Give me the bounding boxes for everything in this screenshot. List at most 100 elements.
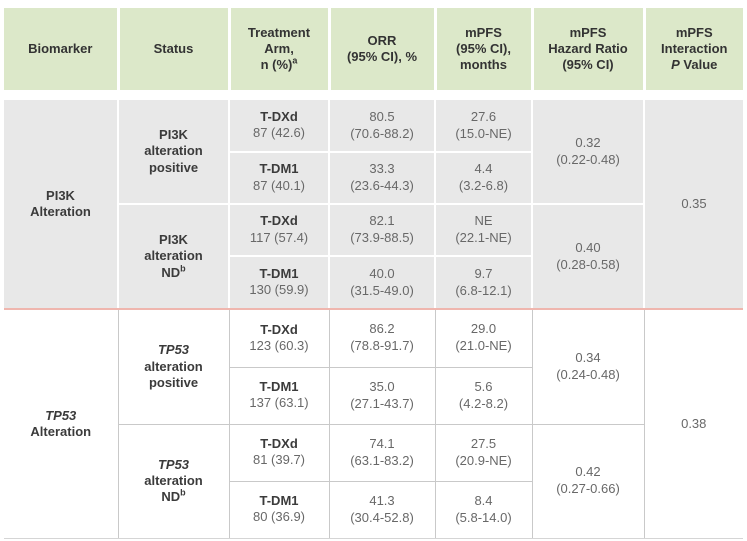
hazard-ratio-cell: 0.34 (0.24-0.48): [531, 309, 645, 425]
arm-n: 80 (36.9): [252, 509, 306, 525]
biomarker-gene: PI3K: [46, 187, 75, 203]
mpfs-value: 9.7: [474, 265, 493, 281]
treatment-arm-cell: T-DM1 137 (63.1): [228, 366, 330, 425]
orr-value: 86.2: [369, 321, 395, 337]
biomarker-word: Alteration: [30, 204, 91, 219]
treatment-arm-cell: T-DXd 81 (39.7): [228, 423, 330, 482]
header-cell-orr: ORR (95% CI), %: [327, 6, 437, 92]
table-row: TP53 alteration NDb T-DXd 81 (39.7) 74.1…: [4, 423, 743, 539]
mpfs-ci: (22.1-NE): [455, 230, 512, 245]
status-text: alteration positive: [144, 358, 203, 390]
status-nd-line: NDb: [121, 489, 227, 505]
hazard-ratio-cell: 0.40 (0.28-0.58): [531, 203, 645, 309]
mpfs-value: 4.4: [474, 161, 493, 177]
biomarker-word: Alteration: [30, 424, 92, 439]
interaction-p-value: 0.38: [681, 415, 707, 431]
mpfs-ci: (15.0-NE): [455, 125, 512, 141]
header-cell-mpfs: mPFS (95% CI), months: [433, 6, 534, 92]
table-row: T-DM1 87 (40.1) 33.3 (23.6-44.3) 4.4 (3.…: [4, 151, 743, 205]
hr-value: 0.42: [575, 464, 601, 480]
footnote-marker-b: b: [180, 263, 186, 274]
arm-label: T-DXd: [260, 321, 298, 337]
table-bottom-border: [4, 538, 743, 539]
orr-value: 80.5: [369, 108, 395, 124]
header-cell-treatment-arm: Treatment Arm, n (%)a: [227, 6, 331, 92]
footnote-marker-b: b: [180, 488, 186, 499]
mpfs-value: 8.4: [474, 492, 493, 508]
hazard-ratio-cell: 0.42 (0.27-0.66): [531, 423, 645, 539]
hr-value: 0.32: [575, 134, 601, 150]
status-text: alteration positive: [144, 143, 203, 175]
mpfs-cell: 4.4 (3.2-6.8): [434, 151, 533, 205]
orr-cell: 86.2 (78.8-91.7): [328, 309, 436, 368]
mpfs-ci: (4.2-8.2): [458, 395, 509, 411]
mpfs-cell: 8.4 (5.8-14.0): [434, 480, 533, 539]
arm-label: T-DM1: [259, 493, 299, 509]
orr-ci: (30.4-52.8): [350, 509, 414, 525]
table-row: PI3K alteration NDb T-DXd 117 (57.4) 82.…: [4, 203, 743, 309]
treatment-arm-cell: T-DXd 123 (60.3): [228, 309, 330, 368]
mpfs-cell: 9.7 (6.8-12.1): [434, 255, 533, 309]
biomarker-cell-tp53: TP53 Alteration: [3, 309, 119, 539]
orr-ci: (23.6-44.3): [350, 178, 414, 193]
mpfs-ci: (21.0-NE): [455, 338, 512, 354]
footnote-marker-a: a: [292, 55, 298, 66]
mpfs-value: NE: [474, 213, 493, 229]
status-cell-tp53-positive: TP53 alteration positive: [117, 309, 230, 425]
mpfs-cell: 27.6 (15.0-NE): [434, 99, 533, 153]
arm-label: T-DM1: [259, 378, 299, 394]
table-row: T-DM1 80 (36.9) 41.3 (30.4-52.8) 8.4 (5.…: [4, 480, 743, 539]
orr-cell: 40.0 (31.5-49.0): [328, 255, 436, 309]
header-treatment-text: Treatment Arm, n (%): [247, 25, 311, 72]
mpfs-cell: 5.6 (4.2-8.2): [434, 366, 533, 425]
mpfs-cell: 29.0 (21.0-NE): [434, 309, 533, 368]
hr-ci: (0.27-0.66): [556, 481, 620, 497]
arm-label: T-DXd: [260, 108, 298, 124]
header-pvalue-rest: Value: [679, 56, 718, 72]
header-cell-status: Status: [116, 6, 231, 92]
mpfs-value: 27.5: [470, 435, 497, 451]
mpfs-ci: (6.8-12.1): [455, 282, 512, 298]
p-value-cell: 0.35: [643, 99, 744, 309]
status-gene: PI3K: [159, 232, 188, 248]
mpfs-value: 29.0: [470, 321, 497, 337]
mpfs-value: 27.6: [470, 108, 497, 124]
status-gene: TP53: [157, 342, 190, 358]
arm-label: T-DXd: [260, 213, 298, 229]
arm-n: 87 (40.1): [252, 177, 306, 193]
orr-cell: 35.0 (27.1-43.7): [328, 366, 436, 425]
arm-label: T-DM1: [259, 161, 299, 177]
mpfs-ci: (20.9-NE): [455, 452, 512, 468]
table-row: PI3K Alteration PI3K alteration positive…: [3, 99, 744, 309]
biomarker-gene: TP53: [45, 407, 77, 423]
mpfs-cell: NE (22.1-NE): [434, 203, 533, 257]
status-text: alteration: [144, 473, 203, 489]
orr-cell: 41.3 (30.4-52.8): [328, 480, 436, 539]
header-pvalue-p: P: [671, 56, 680, 72]
orr-ci: (73.9-88.5): [350, 230, 414, 245]
hr-value: 0.40: [575, 239, 601, 255]
arm-n: 117 (57.4): [249, 229, 309, 245]
orr-cell: 80.5 (70.6-88.2): [328, 99, 436, 153]
table-row: T-DM1 130 (59.9) 40.0 (31.5-49.0) 9.7 (6…: [4, 255, 743, 309]
treatment-arm-cell: T-DM1 80 (36.9): [228, 480, 330, 539]
header-body-gap: [4, 90, 747, 100]
hazard-ratio-cell: 0.32 (0.22-0.48): [531, 99, 645, 205]
orr-value: 82.1: [369, 213, 395, 229]
orr-value: 74.1: [369, 435, 395, 451]
section-divider: [4, 308, 743, 310]
arm-n: 123 (60.3): [249, 337, 309, 353]
status-cell-pi3k-nd: PI3K alteration NDb: [117, 203, 230, 309]
treatment-arm-cell: T-DM1 87 (40.1): [228, 151, 330, 205]
orr-ci: (31.5-49.0): [350, 282, 414, 298]
tp53-section-table: TP53 Alteration TP53 alteration positive…: [3, 309, 744, 539]
arm-n: 130 (59.9): [249, 282, 309, 298]
orr-ci: (70.6-88.2): [350, 125, 414, 141]
treatment-arm-cell: T-DXd 117 (57.4): [228, 203, 330, 257]
header-cell-biomarker: Biomarker: [2, 6, 120, 92]
treatment-arm-cell: T-DXd 87 (42.6): [228, 99, 330, 153]
mpfs-value: 5.6: [474, 378, 493, 394]
hr-ci: (0.24-0.48): [556, 366, 620, 382]
orr-ci: (27.1-43.7): [350, 395, 414, 411]
